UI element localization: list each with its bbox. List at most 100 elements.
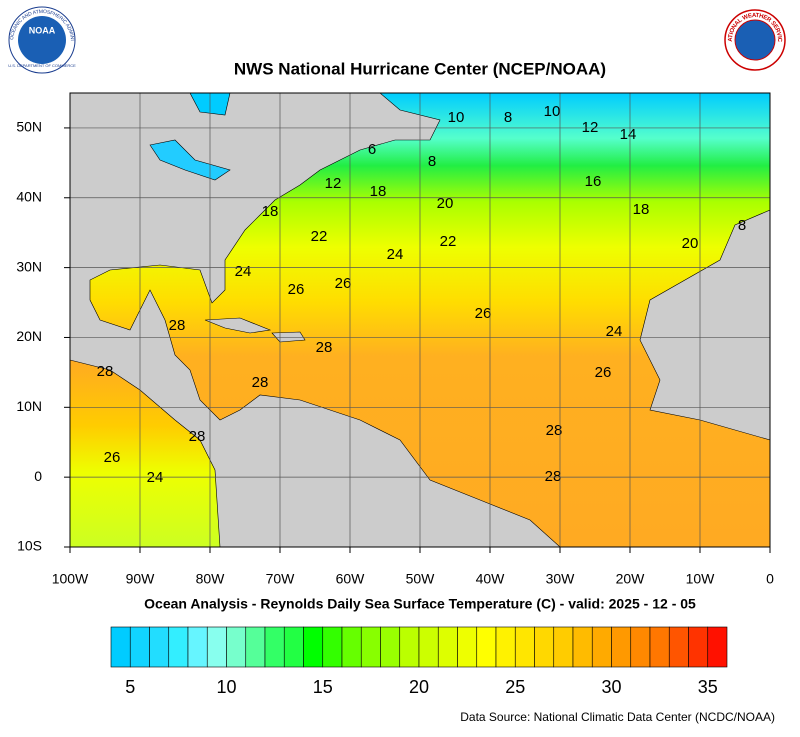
colorbar-label: 35 [698,677,718,697]
contour-label: 24 [387,246,404,263]
source: Data Source: National Climatic Data Cent… [460,710,775,724]
contour-label: 8 [738,217,746,234]
x-tick-label: 100W [52,571,89,587]
x-tick-label: 60W [336,571,366,587]
colorbar-swatch [322,626,343,668]
colorbar-swatch [380,626,401,668]
colorbar-swatch [514,626,535,668]
colorbar-swatch [649,626,670,668]
colorbar: 5 10 15 20 25 30 35 [110,626,728,697]
colorbar-label: 10 [216,677,236,697]
logo-disc [734,19,776,61]
colorbar-swatch [303,626,324,668]
contour-label: 8 [504,109,512,126]
colorbar-swatch [668,626,689,668]
contour-label: 22 [311,228,328,245]
contour-label: 26 [104,449,121,466]
contour-label: 8 [428,153,436,170]
contour-label: 20 [437,195,454,212]
y-tick-label: 50N [16,119,42,135]
colorbar-swatch [226,626,247,668]
contour-label: 6 [368,141,376,158]
contour-label: 18 [370,183,387,200]
colorbar-swatch [399,626,420,668]
colorbar-swatch [283,626,304,668]
contour-label: 28 [189,428,206,445]
x-tick-label: 80W [196,571,226,587]
contour-label: 28 [252,374,269,391]
colorbar-label: 30 [601,677,621,697]
colorbar-swatch [206,626,227,668]
contour-label: 24 [606,323,623,340]
contour-label: 10 [448,109,465,126]
colorbar-swatch [553,626,574,668]
contour-label: 28 [316,339,333,356]
colorbar-swatch [591,626,612,668]
contour-label: 28 [545,468,562,485]
colorbar-swatch [418,626,439,668]
colorbar-swatch [437,626,458,668]
contour-label: 18 [633,201,650,218]
logo-ring-text: NATIONAL WEATHER SERVICE [0,0,782,43]
contour-label: 10 [544,103,561,120]
colorbar-swatch [572,626,593,668]
x-tick-label: 10W [686,571,716,587]
x-tick-label: 20W [616,571,646,587]
contour-label: 20 [682,235,699,252]
y-tick-label: 0 [34,468,42,484]
colorbar-label: 20 [409,677,429,697]
colorbar-swatch [630,626,651,668]
y-tick-label: 40N [16,188,42,204]
contour-label: 12 [325,175,342,192]
x-tick-label: 0 [766,571,774,587]
contour-labels: 10 8 10 12 14 6 8 12 18 16 20 18 18 22 2… [97,103,747,486]
contour-label: 28 [97,363,114,380]
colorbar-label: 5 [125,677,135,697]
colorbar-swatch [187,626,208,668]
contour-label: 18 [262,203,279,220]
colorbar-swatch [611,626,632,668]
colorbar-label: 25 [505,677,525,697]
y-tick-label: 20N [16,328,42,344]
caption: Ocean Analysis - Reynolds Daily Sea Surf… [144,596,696,612]
y-tick-label: 10S [17,538,42,554]
y-tick-label: 10N [16,398,42,414]
map-frame [69,92,771,548]
logo-disc [18,16,66,64]
colorbar-swatch [264,626,285,668]
x-tick-label: 70W [266,571,296,587]
contour-label: 16 [585,173,602,190]
title: NWS National Hurricane Center (NCEP/NOAA… [234,59,606,78]
colorbar-swatch [168,626,189,668]
cuba [204,317,272,334]
contour-label: 22 [440,233,457,250]
colorbar-swatch [476,626,497,668]
colorbar-swatch [495,626,516,668]
y-tick-label: 30N [16,258,42,274]
contour-label: 26 [475,305,492,322]
contour-label: 26 [288,281,305,298]
colorbar-swatch [245,626,266,668]
colorbar-swatch [341,626,362,668]
colorbar-label: 15 [313,677,333,697]
x-tick-label: 90W [126,571,156,587]
logo-text: NOAA [29,25,56,35]
contour-label: 28 [546,422,563,439]
colorbar-swatch [534,626,555,668]
contour-label: 26 [595,364,612,381]
contour-label: 14 [620,126,637,143]
noaa-logo: NATIONAL OCEANIC AND ATMOSPHERIC ADMINIS… [0,0,76,74]
colorbar-swatch [110,626,131,668]
contour-label: 12 [582,119,599,136]
colorbar-swatch [457,626,478,668]
contour-label: 26 [335,275,352,292]
x-tick-label: 40W [476,571,506,587]
x-tick-label: 30W [546,571,576,587]
colorbar-swatch [149,626,170,668]
colorbar-swatch [688,626,709,668]
contour-label: 24 [235,263,252,280]
atlantic-ocean [89,92,771,548]
colorbar-swatch [707,626,728,668]
contour-label: 28 [169,317,186,334]
